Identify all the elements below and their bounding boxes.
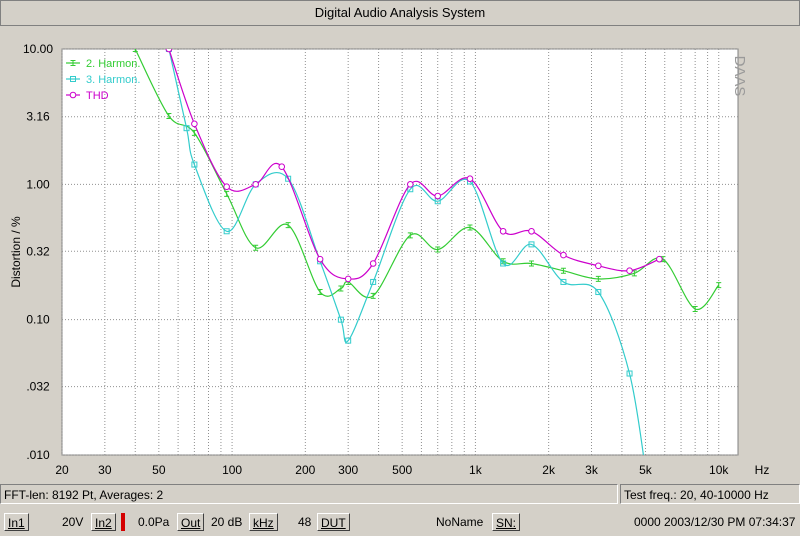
thd-point (192, 121, 198, 127)
x-tick-label: 3k (585, 463, 599, 477)
window-title: Digital Audio Analysis System (1, 1, 799, 25)
x-tick-label: 200 (295, 463, 315, 477)
fft-info: FFT-len: 8192 Pt, Averages: 2 (0, 484, 618, 504)
thd-point (166, 46, 172, 52)
legend-label: 2. Harmon. (86, 58, 140, 70)
thd-point (224, 184, 230, 190)
chart-frame: 10.00 3.16 1.00 0.32 0.10.032.010 20 30 50 100 2… (0, 26, 800, 482)
output-button[interactable]: Out (177, 513, 204, 531)
test-frequency-info: Test freq.: 20, 40-10000 Hz (620, 484, 800, 504)
thd-point (596, 263, 602, 269)
x-tick-label: 50 (152, 463, 166, 477)
x-tick-label: 20 (55, 463, 69, 477)
distortion-chart: 10.003.161.000.320.10.032.010 20 30 50 100 2… (0, 26, 800, 482)
y-tick-label: 3.16 (26, 110, 50, 124)
thd-point (529, 228, 535, 234)
thd-point (70, 92, 76, 98)
y-tick-label: .010 (26, 448, 50, 462)
thd-point (627, 268, 633, 274)
y-axis-label: Distortion / % (9, 216, 23, 288)
x-tick-label: 1k (469, 463, 483, 477)
input2-button[interactable]: In2 (91, 513, 116, 531)
thd-point (279, 164, 285, 170)
thd-point (561, 252, 567, 258)
dut-button[interactable]: DUT (317, 513, 350, 531)
daas-watermark: DAAS (731, 56, 748, 97)
x-tick-label: 300 (338, 463, 358, 477)
thd-point (500, 228, 506, 234)
thd-point (435, 193, 441, 199)
thd-point (253, 182, 259, 188)
legend-label: THD (86, 90, 109, 102)
plot-area (62, 49, 738, 455)
x-tick-label: 10k (709, 463, 729, 477)
x-tick-label: 2k (542, 463, 556, 477)
thd-point (317, 256, 323, 262)
sample-rate: 48 (298, 513, 311, 531)
date-time: 2003/12/30 PM 07:34:37 (664, 513, 795, 531)
input1-range: 20V (62, 513, 83, 531)
x-tick-labels: 20 30 50 100 200 300 500 1k 2k 3k 5k 10k (55, 463, 729, 477)
info-bar: FFT-len: 8192 Pt, Averages: 2 Test freq.… (0, 484, 800, 506)
level-indicator (121, 513, 125, 531)
y-tick-label: 10.00 (23, 42, 53, 56)
status-bar: In1 20V In2 0.0Pa Out 20 dB kHz 48 DUT N… (0, 510, 800, 534)
x-axis-unit: Hz (755, 463, 770, 477)
y-tick-label: 1.00 (26, 177, 50, 191)
input1-button[interactable]: In1 (4, 513, 29, 531)
y-tick-label: 0.10 (26, 313, 50, 327)
thd-point (370, 261, 376, 267)
thd-point (467, 176, 473, 182)
y-tick-label: 0.32 (26, 244, 50, 258)
legend-label: 3. Harmon. (86, 74, 140, 86)
x-tick-label: 30 (98, 463, 112, 477)
y-tick-labels: 10.00 3.16 1.00 0.32 0.10 .032 .010 (23, 42, 53, 462)
thd-point (657, 256, 663, 262)
x-tick-label: 500 (392, 463, 412, 477)
dut-name: NoName (436, 513, 483, 531)
x-tick-label: 100 (222, 463, 242, 477)
output-gain: 20 dB (211, 513, 242, 531)
thd-point (345, 276, 351, 282)
pressure-level: 0.0Pa (138, 513, 169, 531)
khz-button[interactable]: kHz (249, 513, 278, 531)
title-bar: Digital Audio Analysis System (0, 0, 800, 26)
y-tick-label: .032 (26, 380, 50, 394)
x-tick-label: 5k (639, 463, 653, 477)
thd-point (407, 182, 413, 188)
serial-number-button[interactable]: SN: (492, 513, 520, 531)
serial-number: 0000 (634, 513, 661, 531)
